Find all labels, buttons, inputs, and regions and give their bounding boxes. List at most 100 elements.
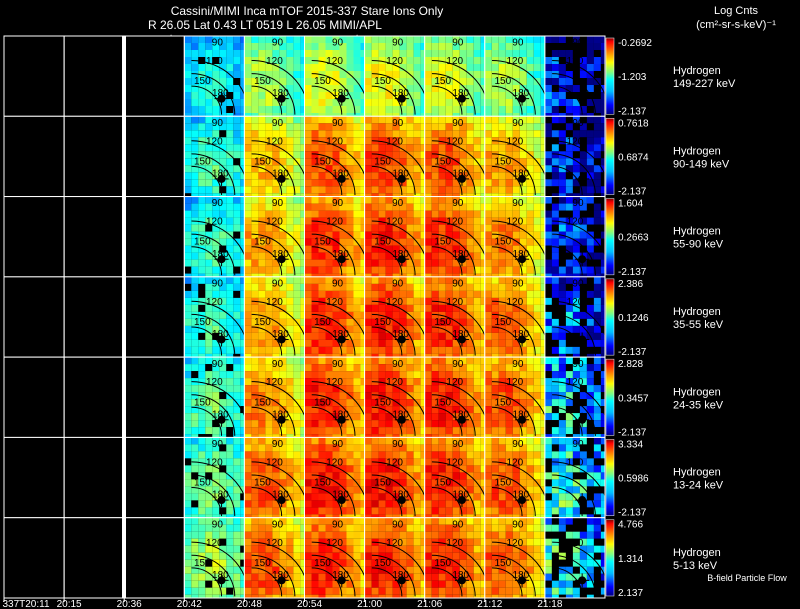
pixel xyxy=(385,458,393,466)
pixel xyxy=(244,252,252,260)
pixel xyxy=(600,179,605,187)
pixel xyxy=(452,144,460,152)
pixel xyxy=(385,465,393,473)
pixel xyxy=(438,43,446,50)
pixel xyxy=(332,283,340,291)
pixel xyxy=(346,50,354,57)
pixel xyxy=(413,186,421,194)
pixel xyxy=(279,57,287,64)
pixel xyxy=(459,158,467,166)
pixel xyxy=(184,36,192,43)
pixel xyxy=(466,50,474,57)
pixel xyxy=(318,85,326,92)
pixel xyxy=(311,290,319,298)
pixel xyxy=(353,364,361,372)
pixel xyxy=(586,106,594,113)
pixel xyxy=(572,304,580,312)
pixel xyxy=(452,276,460,284)
pixel xyxy=(526,196,534,204)
pixel xyxy=(424,479,432,487)
pixel xyxy=(392,420,400,428)
pixel xyxy=(466,259,474,267)
pixel xyxy=(473,50,481,57)
pixel xyxy=(505,85,513,92)
pixel xyxy=(251,406,259,414)
pixel xyxy=(353,224,361,232)
pixel xyxy=(484,137,492,145)
pixel xyxy=(251,186,259,194)
pixel xyxy=(526,210,534,218)
pixel xyxy=(286,276,294,284)
pixel xyxy=(286,385,294,393)
contour-label: 150 xyxy=(314,397,331,408)
pixel xyxy=(519,283,527,291)
pixel xyxy=(473,420,481,428)
pixel xyxy=(586,137,594,145)
pixel xyxy=(378,64,386,71)
pixel xyxy=(286,507,294,515)
pixel xyxy=(272,444,280,452)
pixel xyxy=(205,364,213,372)
pixel xyxy=(191,304,199,312)
pixel xyxy=(480,210,485,218)
pixel xyxy=(473,304,481,312)
pixel xyxy=(353,196,361,204)
pixel xyxy=(371,78,379,85)
pixel xyxy=(452,273,460,277)
pixel xyxy=(406,427,414,435)
pixel xyxy=(498,318,506,326)
pixel xyxy=(540,259,545,267)
pixel xyxy=(325,130,333,138)
pixel xyxy=(491,245,499,253)
pixel xyxy=(293,427,301,435)
pixel xyxy=(459,507,467,515)
pixel xyxy=(452,486,460,494)
pixel xyxy=(593,210,601,218)
pixel xyxy=(438,427,446,435)
pixel xyxy=(244,113,252,117)
pixel xyxy=(526,130,534,138)
pixel xyxy=(364,392,372,400)
pixel xyxy=(378,371,386,379)
pixel xyxy=(512,406,520,414)
pixel xyxy=(519,276,527,284)
pixel xyxy=(251,472,259,480)
pixel xyxy=(332,158,340,166)
pixel xyxy=(318,217,326,225)
pixel xyxy=(325,238,333,246)
pixel xyxy=(505,514,513,518)
pixel xyxy=(279,385,287,393)
pixel xyxy=(311,406,319,414)
pixel xyxy=(491,130,499,138)
pixel xyxy=(191,165,199,173)
pixel xyxy=(353,378,361,386)
pixel xyxy=(371,123,379,131)
pixel xyxy=(353,137,361,145)
pixel xyxy=(233,500,241,508)
pixel xyxy=(413,493,421,501)
pixel xyxy=(459,500,467,508)
pixel xyxy=(339,297,347,305)
pixel xyxy=(272,332,280,340)
pixel xyxy=(438,245,446,253)
pixel xyxy=(399,116,407,124)
pixel xyxy=(445,186,453,194)
pixel xyxy=(526,276,534,284)
pixel xyxy=(332,130,340,138)
pixel xyxy=(353,290,361,298)
pixel xyxy=(258,130,266,138)
pixel xyxy=(519,43,527,50)
pixel xyxy=(311,346,319,354)
pixel xyxy=(371,266,379,274)
pixel xyxy=(498,165,506,173)
pixel xyxy=(505,507,513,515)
pixel xyxy=(593,151,601,159)
pixel xyxy=(184,123,192,131)
pixel xyxy=(438,210,446,218)
pixel xyxy=(286,290,294,298)
pixel xyxy=(318,186,326,194)
pixel xyxy=(286,186,294,194)
pixel xyxy=(406,196,414,204)
pixel xyxy=(251,64,259,71)
pixel xyxy=(360,151,365,159)
